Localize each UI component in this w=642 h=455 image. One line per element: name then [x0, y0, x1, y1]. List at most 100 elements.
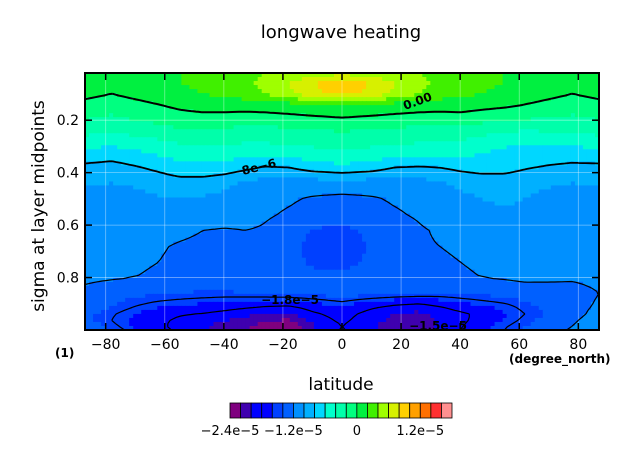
contour-cell [390, 193, 395, 199]
contour-cell [342, 129, 347, 134]
contour-cell [165, 225, 170, 231]
contour-cell [337, 101, 343, 106]
contour-cell [157, 105, 162, 110]
contour-cell [446, 165, 452, 170]
contour-cell [494, 109, 500, 114]
contour-cell [329, 121, 335, 126]
contour-cell [277, 93, 283, 98]
contour-cell [209, 93, 215, 98]
contour-cell [85, 193, 90, 199]
contour-cell [253, 209, 259, 215]
contour-cell [542, 109, 548, 114]
contour-cell [93, 221, 98, 227]
contour-cell [317, 141, 323, 146]
contour-cell [462, 149, 468, 154]
contour-cell [245, 125, 251, 130]
contour-cell [482, 205, 488, 211]
contour-cell [93, 81, 98, 86]
contour-cell [189, 113, 195, 118]
contour-cell [153, 85, 158, 90]
contour-cell [470, 205, 476, 211]
contour-cell [217, 181, 223, 187]
contour-cell [209, 149, 215, 154]
contour-cell [125, 173, 130, 179]
contour-cell [89, 205, 94, 211]
contour-cell [97, 209, 102, 215]
contour-cell [382, 89, 387, 94]
contour-cell [530, 197, 536, 203]
contour-cell [530, 93, 536, 98]
contour-cell [390, 93, 395, 98]
contour-cell [329, 113, 335, 118]
contour-cell [337, 93, 343, 98]
contour-cell [141, 197, 146, 203]
contour-cell [109, 153, 114, 158]
contour-cell [426, 225, 431, 231]
contour-cell [161, 145, 166, 150]
contour-cell [333, 89, 339, 94]
contour-cell [438, 157, 443, 162]
contour-cell [354, 133, 359, 138]
contour-cell [402, 193, 407, 199]
contour-cell [514, 137, 520, 142]
contour-cell [578, 145, 584, 150]
contour-cell [466, 225, 472, 231]
contour-cell [241, 137, 247, 142]
contour-cell [358, 201, 363, 207]
contour-cell [574, 125, 580, 130]
contour-cell [386, 101, 391, 106]
contour-cell [418, 121, 423, 126]
contour-cell [566, 85, 572, 90]
contour-cell [129, 201, 134, 207]
contour-cell [149, 169, 154, 174]
contour-cell [101, 113, 106, 118]
contour-cell [145, 225, 150, 231]
contour-cell [181, 133, 186, 138]
contour-cell [93, 145, 98, 150]
contour-cell [510, 149, 516, 154]
contour-cell [173, 205, 178, 211]
contour-cell [550, 153, 556, 158]
contour-cell [257, 81, 263, 86]
contour-cell [189, 137, 195, 142]
contour-cell [293, 177, 299, 183]
contour-cell [329, 109, 335, 114]
contour-cell [454, 209, 460, 215]
contour-cell [165, 129, 170, 134]
contour-cell [446, 201, 452, 207]
contour-cell [261, 173, 267, 179]
contour-cell [105, 221, 110, 227]
contour-cell [366, 105, 371, 110]
contour-cell [574, 117, 580, 122]
contour-cell [378, 201, 383, 207]
contour-cell [289, 153, 295, 158]
contour-cell [301, 81, 307, 86]
contour-cell [466, 77, 472, 82]
contour-cell [406, 121, 411, 126]
contour-cell [350, 189, 355, 195]
contour-cell [358, 173, 363, 179]
contour-cell [313, 81, 319, 86]
contour-cell [277, 173, 283, 179]
contour-cell [530, 161, 536, 166]
contour-cell [358, 145, 363, 150]
contour-cell [309, 193, 315, 199]
contour-cell [374, 137, 379, 142]
contour-cell [113, 113, 118, 118]
contour-cell [197, 153, 203, 158]
contour-cell [586, 133, 592, 138]
contour-cell [157, 149, 162, 154]
contour-cell [498, 137, 504, 142]
contour-cell [554, 153, 560, 158]
contour-cell [265, 137, 271, 142]
contour-cell [374, 145, 379, 150]
contour-cell [546, 89, 552, 94]
contour-cell [550, 181, 556, 187]
contour-cell [534, 85, 540, 90]
contour-cell [161, 133, 166, 138]
contour-cell [193, 129, 199, 134]
contour-cell [510, 93, 516, 98]
contour-cell [590, 225, 596, 231]
contour-cell [293, 137, 299, 142]
contour-cell [233, 153, 239, 158]
